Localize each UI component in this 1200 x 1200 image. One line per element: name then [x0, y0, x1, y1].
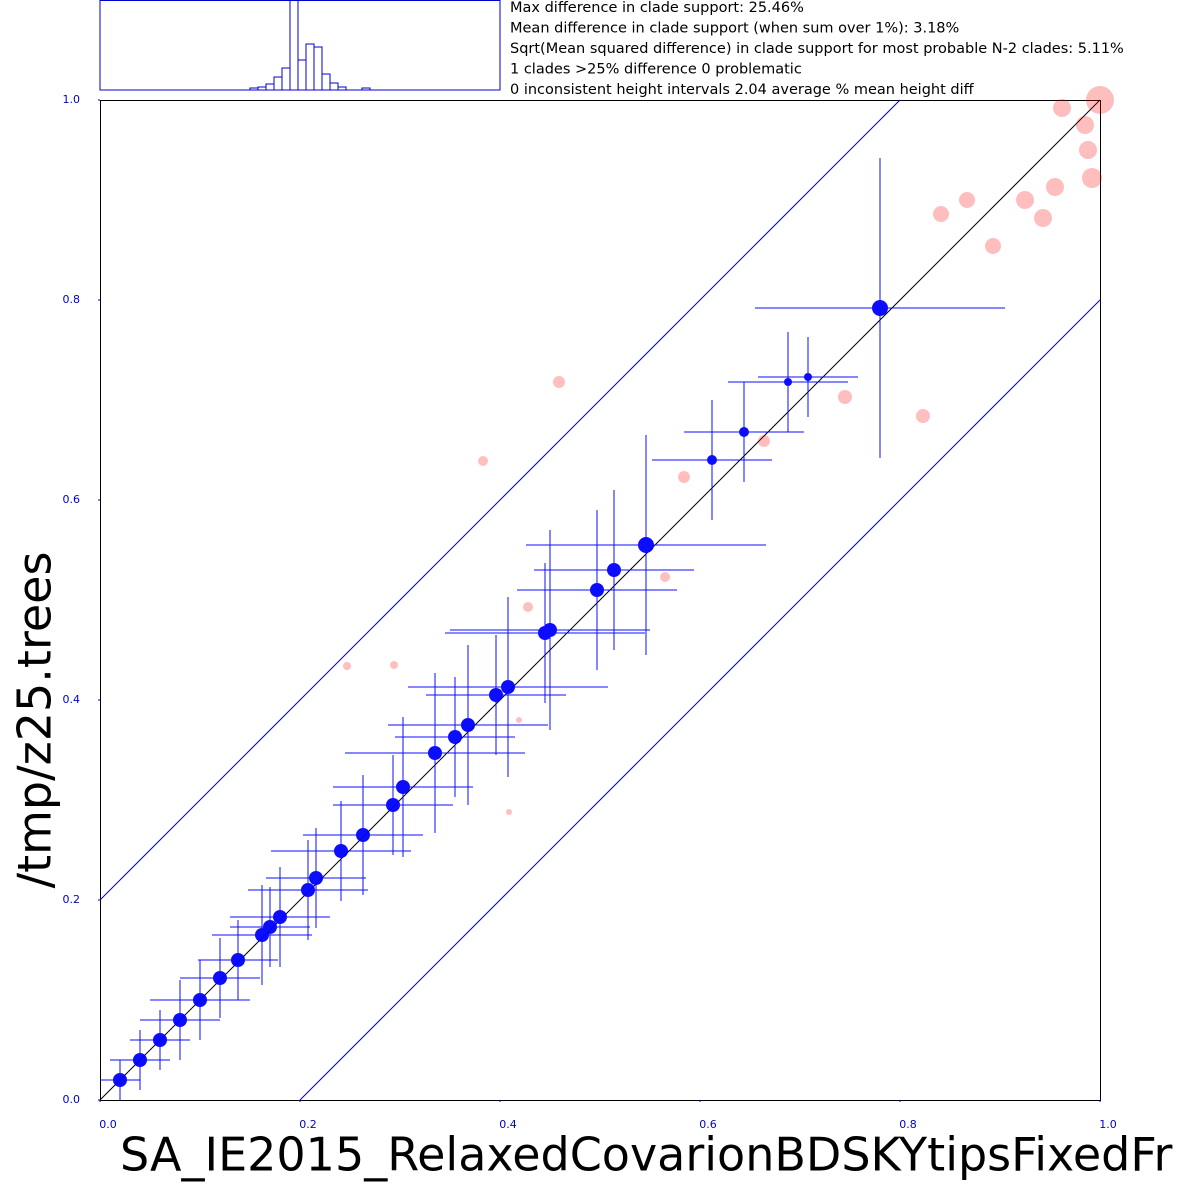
- y-tick-label: 0.0: [63, 1093, 81, 1106]
- point: [153, 1033, 167, 1047]
- y-tick-label: 0.4: [63, 693, 81, 706]
- x-tick-label: 0.6: [699, 1118, 717, 1131]
- point: [1079, 141, 1097, 159]
- point: [231, 953, 245, 967]
- point: [386, 798, 400, 812]
- point: [804, 373, 812, 381]
- point: [872, 300, 888, 316]
- point: [1082, 168, 1102, 188]
- point: [213, 971, 227, 985]
- y-tick-label: 0.6: [63, 493, 81, 506]
- point: [678, 471, 690, 483]
- point: [1076, 116, 1094, 134]
- point: [538, 626, 552, 640]
- point: [301, 883, 315, 897]
- y-axis-label: /tmp/z25.trees: [8, 552, 62, 889]
- point: [1053, 99, 1071, 117]
- histogram: [99, 0, 501, 91]
- histogram-bin: [321, 73, 331, 91]
- series: [343, 86, 1114, 815]
- point: [428, 746, 442, 760]
- point: [255, 928, 269, 942]
- point: [933, 206, 949, 222]
- point: [448, 730, 462, 744]
- plot-frame: [100, 100, 1101, 1101]
- point: [916, 409, 930, 423]
- x-tick-label: 0.2: [299, 1118, 317, 1131]
- histogram-bin: [289, 0, 299, 91]
- x-tick-label: 0.4: [499, 1118, 517, 1131]
- point: [396, 780, 410, 794]
- point: [638, 537, 654, 553]
- annotation: 0 inconsistent height intervals 2.04 ave…: [510, 82, 975, 98]
- point: [660, 572, 670, 582]
- histogram-bin: [337, 86, 347, 91]
- point: [501, 680, 515, 694]
- y-tick-label: 1.0: [63, 93, 81, 106]
- upper-bound-line: [99, 99, 901, 901]
- point: [1016, 191, 1034, 209]
- point: [356, 828, 370, 842]
- point: [1086, 86, 1114, 114]
- point: [1046, 178, 1064, 196]
- point: [273, 910, 287, 924]
- lower-bound-line: [299, 299, 1101, 1101]
- point: [784, 378, 792, 386]
- annotation: 1 clades >25% difference 0 problematic: [510, 62, 802, 78]
- histogram-bin: [361, 87, 371, 91]
- x-axis-label: SA_IE2015_RelaxedCovarionBDSKYtipsFixedF…: [120, 1128, 1172, 1182]
- point: [461, 718, 475, 732]
- point: [590, 583, 604, 597]
- point: [1034, 209, 1052, 227]
- point: [489, 688, 503, 702]
- point: [309, 871, 323, 885]
- series: [100, 158, 1005, 1100]
- annotation: Sqrt(Mean squared difference) in clade s…: [510, 41, 1124, 57]
- point: [959, 192, 975, 208]
- point: [553, 376, 565, 388]
- point: [334, 844, 348, 858]
- point: [113, 1073, 127, 1087]
- point: [758, 435, 770, 447]
- point: [607, 563, 621, 577]
- histogram-bin: [313, 46, 323, 91]
- point: [838, 390, 852, 404]
- x-tick-label: 0.8: [899, 1118, 917, 1131]
- annotation: Mean difference in clade support (when s…: [510, 21, 959, 37]
- point: [478, 456, 488, 466]
- point: [133, 1053, 147, 1067]
- y-tick-label: 0.2: [63, 893, 81, 906]
- x-tick-label: 1.0: [1099, 1118, 1117, 1131]
- x-tick-label: 0.0: [99, 1118, 117, 1131]
- point: [193, 993, 207, 1007]
- point: [173, 1013, 187, 1027]
- point: [739, 427, 749, 437]
- point: [707, 455, 717, 465]
- point: [390, 661, 398, 669]
- point: [985, 238, 1001, 254]
- annotation: Max difference in clade support: 25.46%: [510, 0, 804, 16]
- point: [343, 662, 351, 670]
- y-tick-label: 0.8: [63, 293, 81, 306]
- point: [516, 717, 522, 723]
- point: [523, 602, 533, 612]
- point: [506, 809, 512, 815]
